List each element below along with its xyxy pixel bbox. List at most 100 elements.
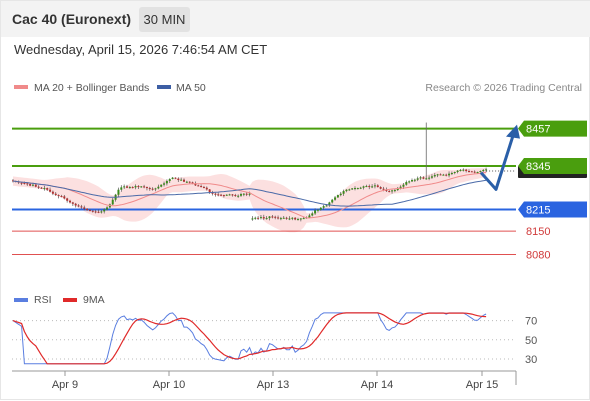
candle-body	[373, 185, 376, 187]
candle-body	[268, 216, 271, 219]
x-tick-label: Apr 9	[52, 379, 78, 391]
candle-body	[334, 197, 337, 200]
candle-body	[302, 218, 305, 220]
candle-body	[356, 188, 359, 190]
legend-swatch-9ma	[63, 298, 77, 302]
candle-body	[100, 211, 103, 213]
candle-body	[274, 216, 277, 218]
legend-label-ma20: MA 20 + Bollinger Bands	[34, 82, 149, 94]
candle-body	[31, 184, 34, 186]
candle-body	[188, 181, 191, 183]
candle-body	[470, 171, 473, 173]
candle-body	[450, 173, 453, 175]
candle-body	[271, 216, 274, 218]
candle-body	[259, 217, 262, 219]
candle-body	[297, 219, 299, 221]
candle-body	[86, 208, 89, 211]
candle-body	[448, 173, 451, 176]
candle-body	[40, 187, 43, 189]
candle-body	[371, 186, 374, 188]
level-label-8215: 8215	[526, 204, 550, 216]
rsi-tick-label: 50	[525, 335, 537, 347]
candle-body	[71, 202, 74, 204]
candle-body	[128, 187, 131, 189]
legend-label-rsi: RSI	[34, 294, 52, 306]
candle-body	[242, 193, 245, 195]
candle-body	[174, 177, 177, 179]
candle-body	[248, 193, 251, 195]
candle-body	[388, 191, 391, 193]
research-credit: Research © 2026 Trading Central	[425, 82, 582, 94]
candle-body	[177, 178, 180, 181]
candle-body	[54, 193, 57, 196]
candle-body	[439, 174, 442, 176]
candle-body	[422, 177, 425, 179]
legend-swatch-rsi	[14, 298, 28, 302]
candle-body	[433, 175, 436, 177]
candle-body	[468, 171, 470, 173]
candle-body	[336, 195, 339, 198]
candle-body	[148, 188, 151, 190]
candle-body	[120, 187, 123, 190]
instrument-title: Cac 40 (Euronext)	[12, 11, 132, 27]
candle-body	[66, 198, 69, 201]
candle-body	[234, 195, 237, 197]
candle-body	[200, 186, 203, 188]
candle-body	[145, 187, 148, 189]
candle-body	[94, 211, 97, 213]
candle-body	[277, 217, 280, 219]
candle-body	[354, 188, 356, 190]
candle-body	[171, 177, 174, 180]
candle-body	[106, 207, 109, 210]
x-tick-label: Apr 14	[361, 379, 393, 391]
candle-body	[462, 169, 465, 171]
candle-body	[473, 171, 476, 173]
bollinger-band-fill	[13, 167, 487, 233]
candle-body	[51, 191, 54, 194]
candle-body	[194, 183, 197, 186]
candle-body	[217, 194, 220, 196]
candle-body	[111, 199, 114, 205]
candle-body	[83, 207, 86, 209]
level-tag-8215	[518, 201, 587, 218]
candle-body	[183, 179, 185, 182]
candle-body	[168, 179, 171, 182]
legend-label-ma50: MA 50	[176, 82, 206, 94]
candle-body	[34, 184, 37, 187]
legend-swatch-ma50	[157, 85, 171, 89]
candle-body	[137, 186, 140, 188]
candle-body	[316, 209, 319, 211]
candle-body	[308, 215, 311, 218]
candle-body	[197, 185, 200, 187]
timeframe-button[interactable]: 30 MIN	[139, 7, 190, 32]
candle-body	[117, 189, 120, 195]
candle-body	[191, 182, 194, 184]
candle-body	[402, 184, 405, 187]
rsi-tick-label: 70	[525, 316, 537, 328]
candle-body	[220, 194, 223, 196]
candle-body	[57, 195, 60, 197]
candle-body	[342, 191, 345, 194]
candle-body	[445, 174, 448, 176]
rsi-tick-label: 30	[525, 354, 537, 366]
candle-body	[459, 170, 462, 172]
candle-body	[43, 188, 46, 190]
candle-body	[339, 193, 342, 196]
candle-body	[413, 179, 416, 181]
candle-body	[262, 217, 265, 219]
candle-body	[103, 209, 106, 212]
candle-body	[143, 186, 146, 188]
candle-body	[385, 189, 388, 192]
candle-body	[405, 182, 408, 185]
candle-body	[180, 179, 183, 181]
x-axis: Apr 9 Apr 10 Apr 13 Apr 14 Apr 15	[12, 370, 517, 391]
candle-body	[322, 206, 325, 208]
candle-body	[382, 188, 385, 190]
level-label-8080: 8080	[526, 250, 550, 262]
candle-body	[282, 217, 285, 219]
candle-body	[251, 218, 254, 220]
candle-body	[231, 194, 234, 196]
candle-body	[131, 187, 134, 189]
